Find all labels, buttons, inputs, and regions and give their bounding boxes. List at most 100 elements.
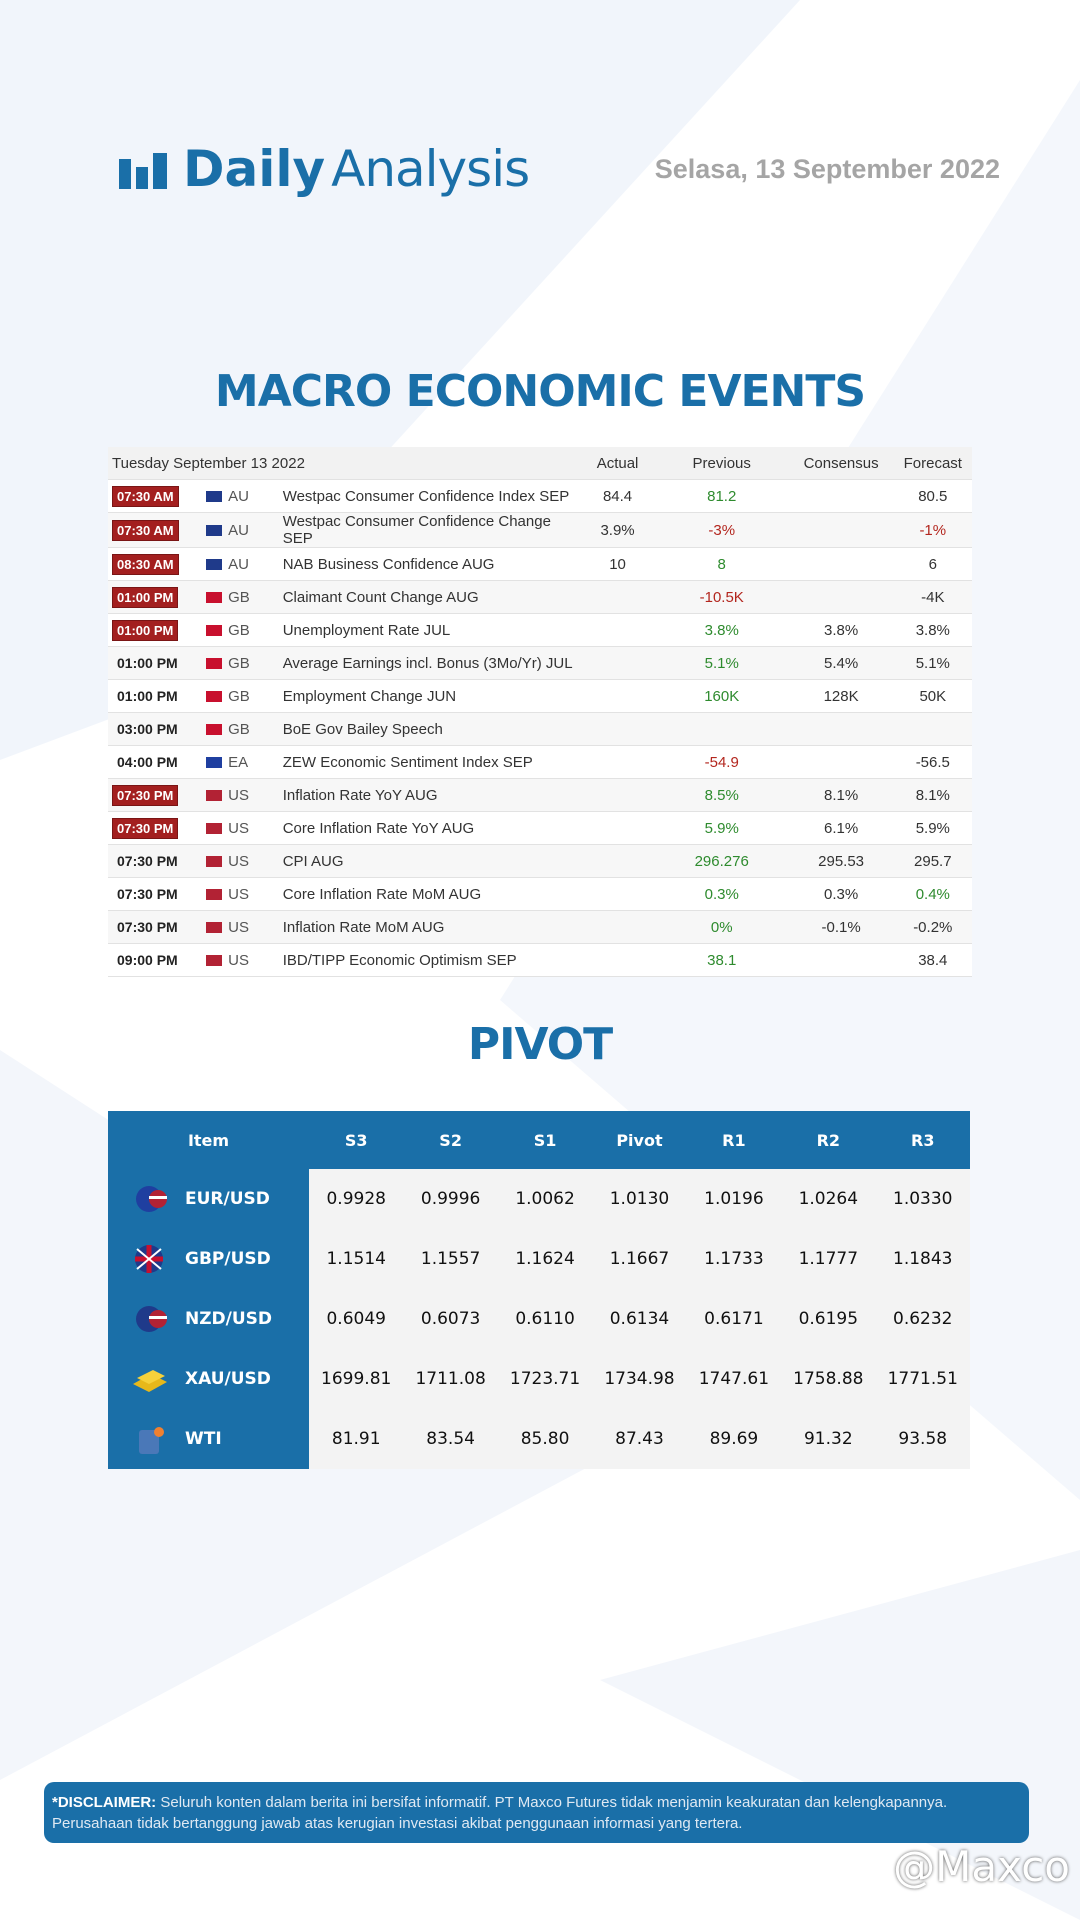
previous-cell: 160K <box>654 679 789 713</box>
event-cell: Westpac Consumer Confidence Index SEP <box>278 479 581 513</box>
header-row: Tuesday September 13 2022 Actual Previous C… <box>108 447 972 480</box>
consensus: 0.3% <box>823 885 859 903</box>
forecast: -1% <box>919 521 947 539</box>
value: 1.0062 <box>515 1189 575 1209</box>
item: GBP/USD <box>185 1249 271 1269</box>
forecast-cell <box>893 712 972 746</box>
item-cell: GBP/USD <box>108 1229 309 1289</box>
forecast: 50K <box>919 687 947 705</box>
flag <box>206 856 223 868</box>
previous-cell: -10.5K <box>654 580 789 614</box>
value-cell: 1734.98 <box>592 1349 687 1409</box>
country-cell: US <box>202 844 279 878</box>
item-cell: WTI <box>108 1409 309 1469</box>
time: 07:30 PM <box>117 918 178 935</box>
time: 04:00 PM <box>117 753 178 770</box>
actual-cell: 10 <box>580 547 655 581</box>
header-cell: S2 <box>403 1111 498 1169</box>
forecast: 295.7 <box>914 852 952 870</box>
event-cell: Average Earnings incl. Bonus (3Mo/Yr) JU… <box>278 646 581 680</box>
event-row: 01:00 PM GB Unemployment Rate JUL 3.8% 3.8% 3… <box>108 613 972 647</box>
country: GB <box>228 588 250 606</box>
country-cell: GB <box>202 646 279 680</box>
country: GB <box>228 621 250 639</box>
flag <box>206 691 223 703</box>
time: 07:30 PM <box>112 817 179 839</box>
macro-table: Tuesday September 13 2022 Actual Previous C… <box>108 447 972 977</box>
previous: 8 <box>717 555 726 573</box>
event: Claimant Count Change AUG <box>282 588 479 606</box>
consensus: 295.53 <box>818 852 865 870</box>
country-cell: US <box>202 877 279 911</box>
forecast: 3.8% <box>915 621 950 639</box>
country: US <box>228 885 249 903</box>
actual-cell <box>580 778 655 812</box>
country-cell: AU <box>202 479 279 513</box>
time-cell: 07:30 AM <box>108 512 203 548</box>
item: EUR/USD <box>185 1189 270 1209</box>
value: 0.6232 <box>893 1309 953 1329</box>
time-cell: 07:30 PM <box>108 811 203 845</box>
consensus-cell <box>788 712 894 746</box>
country: AU <box>228 487 249 505</box>
event: Inflation Rate YoY AUG <box>282 786 438 804</box>
country-cell: US <box>202 778 279 812</box>
value-cell: 91.32 <box>781 1409 876 1469</box>
value-cell: 85.80 <box>497 1409 593 1469</box>
consensus: 128K <box>823 687 859 705</box>
previous-cell: 0.3% <box>654 877 789 911</box>
event-row: 01:00 PM GB Claimant Count Change AUG -10.5… <box>108 580 972 614</box>
item-icon <box>139 1427 164 1454</box>
event: BoE Gov Bailey Speech <box>282 720 443 738</box>
time-cell: 08:30 AM <box>108 547 203 581</box>
time: 01:00 PM <box>112 586 179 608</box>
country-cell: AU <box>202 547 279 581</box>
logo-light: Analysis <box>331 140 530 198</box>
value: 1.0264 <box>798 1189 859 1209</box>
previous: 38.1 <box>707 951 737 969</box>
value: 87.43 <box>615 1429 664 1449</box>
time: 07:30 AM <box>112 519 179 541</box>
logo-icon <box>119 153 167 189</box>
previous-cell: 5.9% <box>654 811 789 845</box>
header-cell: S3 <box>309 1111 404 1169</box>
consensus-cell: -0.1% <box>788 910 894 944</box>
header-row: Item S3 S2 S1 Pivot R1 R2 R3 <box>108 1111 970 1169</box>
actual-cell <box>580 811 655 845</box>
time: 08:30 AM <box>112 553 179 575</box>
event-cell: Unemployment Rate JUL <box>278 613 581 647</box>
previous-cell <box>654 712 789 746</box>
country: US <box>228 918 249 936</box>
value: 0.6110 <box>515 1309 575 1329</box>
event-row: 01:00 PM GB Employment Change JUN 160K 128K 5… <box>108 679 972 713</box>
value-cell: 0.6049 <box>309 1289 404 1349</box>
country: GB <box>228 687 250 705</box>
time-cell: 07:30 PM <box>108 844 203 878</box>
item-cell: EUR/USD <box>108 1169 309 1229</box>
event-row: 07:30 AM AU Westpac Consumer Confidence In… <box>108 479 972 513</box>
logo: Daily Analysis <box>119 140 530 198</box>
pivot-row: WTI 81.91 83.54 85.80 87.43 89.69 91.32 93.58 <box>108 1409 970 1469</box>
event-cell: BoE Gov Bailey Speech <box>278 712 581 746</box>
event-row: 08:30 AM AU NAB Business Confidence AUG 10 8… <box>108 547 972 581</box>
consensus: 5.4% <box>823 654 859 672</box>
event-row: 03:00 PM GB BoE Gov Bailey Speech <box>108 712 972 746</box>
actual: 3.9% <box>600 521 635 539</box>
time-cell: 01:00 PM <box>108 580 203 614</box>
event-cell: CPI AUG <box>278 844 581 878</box>
value: 1734.98 <box>604 1369 675 1389</box>
consensus-cell: 8.1% <box>788 778 894 812</box>
previous: 160K <box>704 687 740 705</box>
event-row: 04:00 PM EA ZEW Economic Sentiment Index S… <box>108 745 972 779</box>
header-cell: R3 <box>875 1111 970 1169</box>
event: Westpac Consumer Confidence Change SEP <box>282 513 551 547</box>
event-cell: Core Inflation Rate MoM AUG <box>278 877 581 911</box>
item-icon <box>135 1245 163 1273</box>
event-cell: Inflation Rate MoM AUG <box>278 910 581 944</box>
header-cell: Item <box>108 1111 309 1169</box>
value-cell: 0.9996 <box>403 1169 498 1229</box>
previous: 0% <box>710 918 733 936</box>
item: WTI <box>185 1429 222 1449</box>
forecast: -56.5 <box>915 753 950 771</box>
time-cell: 04:00 PM <box>108 745 203 779</box>
